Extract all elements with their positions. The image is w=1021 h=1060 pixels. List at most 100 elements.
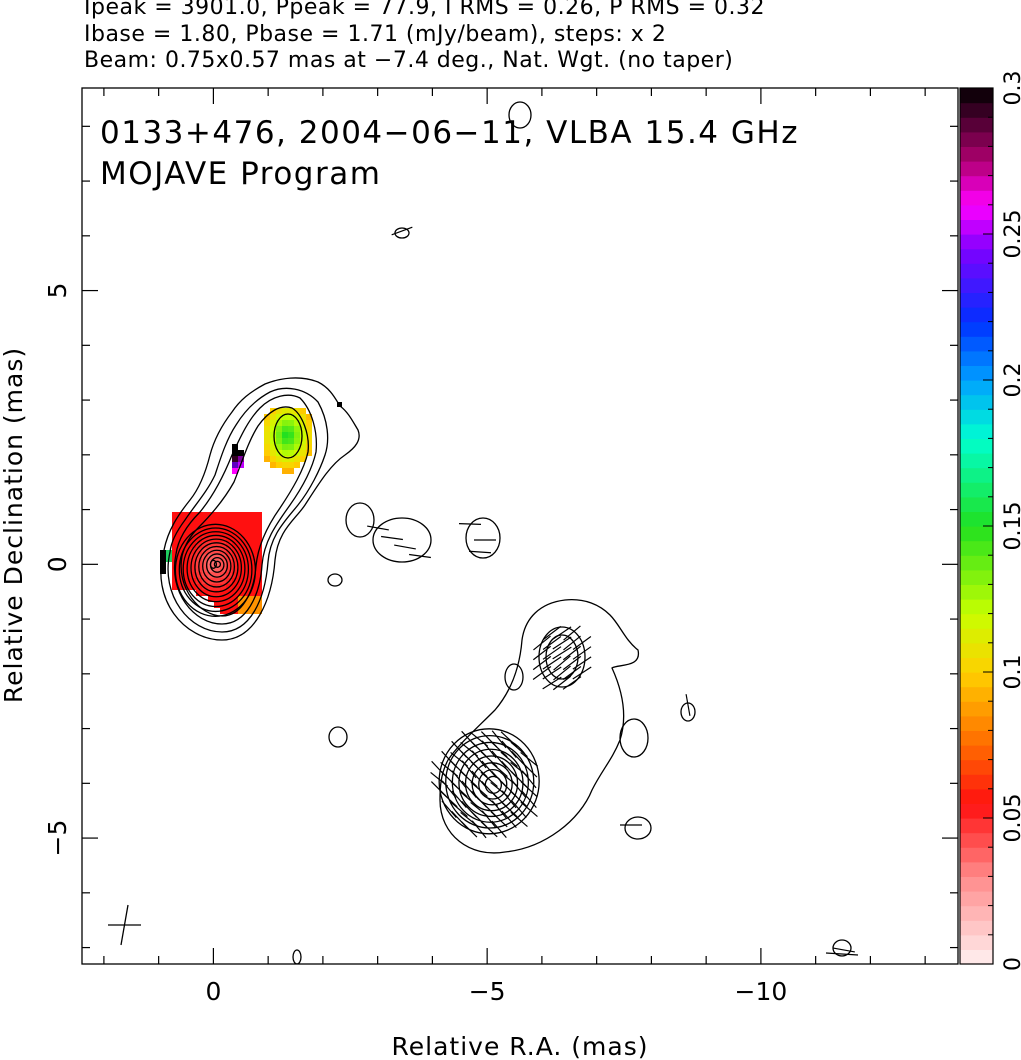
pol-pixel bbox=[178, 524, 184, 530]
pol-pixel bbox=[238, 456, 244, 462]
pol-pixel bbox=[232, 512, 238, 518]
pol-pixel bbox=[282, 414, 288, 420]
pol-vector bbox=[491, 730, 507, 749]
pol-pixel bbox=[244, 530, 250, 536]
pol-pixel bbox=[172, 542, 178, 548]
colorbar-cell bbox=[960, 672, 993, 688]
pol-pixel bbox=[220, 524, 226, 530]
colorbar-cell bbox=[960, 277, 993, 293]
colorbar-cell bbox=[960, 788, 993, 804]
pol-pixel bbox=[264, 444, 270, 450]
pol-vector bbox=[553, 655, 571, 671]
colorbar-cell bbox=[960, 818, 993, 834]
pol-vector bbox=[490, 741, 508, 758]
pol-vector bbox=[480, 771, 498, 787]
pol-pixel bbox=[238, 554, 244, 560]
pol-pixel bbox=[300, 450, 306, 456]
pol-pixel bbox=[226, 566, 232, 572]
pol-pixel bbox=[244, 536, 250, 542]
core-contour-ring bbox=[213, 560, 222, 568]
jet-outer-contour bbox=[160, 377, 360, 641]
colorbar-cell bbox=[960, 102, 993, 118]
pol-vector bbox=[685, 694, 691, 716]
pol-pixel bbox=[160, 562, 166, 568]
pol-pixel bbox=[256, 566, 262, 572]
pol-vector bbox=[562, 655, 582, 671]
sw-contour-ring bbox=[464, 755, 519, 812]
colorbar-tick-label: 0.2 bbox=[1001, 363, 1021, 398]
pol-pixel bbox=[232, 456, 238, 462]
pol-pixel bbox=[264, 432, 270, 438]
pol-vector bbox=[471, 750, 487, 769]
pol-vector bbox=[441, 780, 457, 799]
pol-pixel bbox=[232, 548, 238, 554]
stokes-i-contours bbox=[160, 101, 859, 964]
jet-contour-4 bbox=[180, 406, 309, 617]
pol-pixel bbox=[202, 542, 208, 548]
colorbar-cell bbox=[960, 715, 993, 731]
pol-vector bbox=[532, 666, 552, 680]
colorbar-cell bbox=[960, 350, 993, 366]
pol-pixel bbox=[270, 432, 276, 438]
pol-pixel bbox=[270, 426, 276, 432]
pol-vector bbox=[471, 770, 487, 789]
pol-pixel bbox=[270, 456, 276, 462]
pol-pixel bbox=[250, 512, 256, 518]
pol-vector bbox=[481, 810, 497, 829]
colorbar-cell bbox=[960, 701, 993, 717]
pol-pixel bbox=[232, 566, 238, 572]
pol-vector bbox=[460, 771, 478, 788]
pol-pixel bbox=[178, 548, 184, 554]
pol-vector bbox=[501, 810, 517, 829]
pol-pixel bbox=[306, 414, 312, 420]
colorbar-cell bbox=[960, 642, 993, 658]
pol-pixel bbox=[232, 542, 238, 548]
core-contour-ring bbox=[186, 534, 246, 603]
pol-pixel bbox=[238, 608, 244, 614]
pol-pixel bbox=[250, 524, 256, 530]
pol-vector bbox=[451, 790, 467, 809]
colorbar-cell bbox=[960, 759, 993, 775]
pol-pixel bbox=[256, 602, 262, 608]
pol-vector bbox=[833, 947, 855, 953]
colorbar: 0 0.05 0.1 0.15 0.2 0.25 0.3 bbox=[959, 71, 1021, 971]
pol-pixel bbox=[184, 512, 190, 518]
pol-vector bbox=[394, 544, 416, 550]
pol-pixel bbox=[202, 590, 208, 596]
pol-pixel bbox=[172, 548, 178, 554]
jet-contour-2 bbox=[167, 387, 329, 633]
pol-vector bbox=[468, 550, 492, 554]
pol-pixel bbox=[256, 590, 262, 596]
pol-vector bbox=[491, 820, 507, 839]
colorbar-cell bbox=[960, 891, 993, 907]
pol-pixel bbox=[196, 542, 202, 548]
colorbar-cell bbox=[960, 657, 993, 673]
pol-pixel bbox=[306, 426, 312, 432]
pol-pixel bbox=[214, 566, 220, 572]
pol-pixel bbox=[238, 450, 244, 456]
pol-pixel bbox=[294, 408, 300, 414]
pol-pixel bbox=[250, 590, 256, 596]
pol-vector bbox=[572, 636, 592, 650]
pol-pixel bbox=[208, 596, 214, 602]
pol-pixel bbox=[294, 432, 300, 438]
colorbar-cell bbox=[960, 438, 993, 454]
pol-pixel bbox=[214, 578, 220, 584]
pol-pixel bbox=[232, 524, 238, 530]
pol-vector bbox=[563, 635, 581, 651]
pol-pixel bbox=[202, 584, 208, 590]
polarization-vectors bbox=[367, 226, 855, 953]
jet-contour-3 bbox=[173, 394, 318, 625]
pol-pixel bbox=[256, 530, 262, 536]
plot-subtitle: MOJAVE Program bbox=[100, 156, 381, 192]
pol-pixel bbox=[282, 426, 288, 432]
pol-vector bbox=[542, 646, 562, 660]
pol-pixel bbox=[178, 512, 184, 518]
pol-pixel bbox=[300, 438, 306, 444]
pol-pixel bbox=[270, 444, 276, 450]
pol-pixel bbox=[306, 438, 312, 444]
pol-pixel bbox=[160, 568, 166, 574]
axes: 0 −5 −10 5 0 −5 bbox=[43, 88, 958, 1006]
pol-pixel bbox=[202, 566, 208, 572]
pol-pixel bbox=[196, 554, 202, 560]
